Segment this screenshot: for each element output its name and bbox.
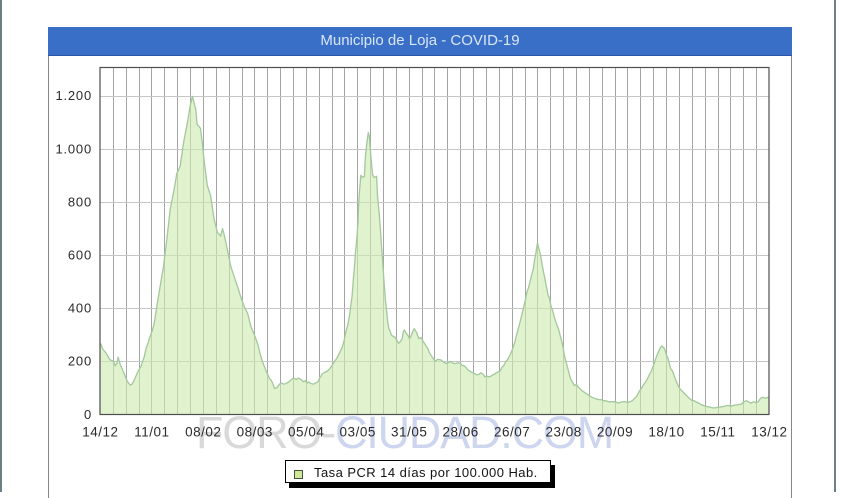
svg-text:0: 0	[84, 407, 92, 422]
svg-text:15/11: 15/11	[700, 425, 735, 440]
svg-text:23/08: 23/08	[545, 425, 581, 440]
svg-text:11/01: 11/01	[134, 425, 169, 440]
svg-text:31/05: 31/05	[391, 425, 427, 440]
svg-text:FORO-CIUDAD.COM: FORO-CIUDAD.COM	[196, 407, 613, 458]
svg-text:26/07: 26/07	[494, 425, 530, 440]
svg-text:08/03: 08/03	[237, 425, 273, 440]
svg-text:400: 400	[68, 301, 92, 316]
svg-text:1.000: 1.000	[55, 141, 92, 156]
svg-text:03/05: 03/05	[340, 425, 376, 440]
svg-text:08/02: 08/02	[185, 425, 221, 440]
svg-text:200: 200	[68, 354, 92, 369]
svg-text:14/12: 14/12	[82, 425, 118, 440]
svg-text:1.200: 1.200	[55, 88, 92, 103]
svg-text:28/06: 28/06	[442, 425, 478, 440]
svg-text:800: 800	[68, 194, 92, 209]
svg-text:13/12: 13/12	[751, 425, 787, 440]
svg-text:20/09: 20/09	[597, 425, 633, 440]
svg-text:600: 600	[68, 248, 92, 263]
svg-text:18/10: 18/10	[648, 425, 684, 440]
svg-text:05/04: 05/04	[288, 425, 324, 440]
